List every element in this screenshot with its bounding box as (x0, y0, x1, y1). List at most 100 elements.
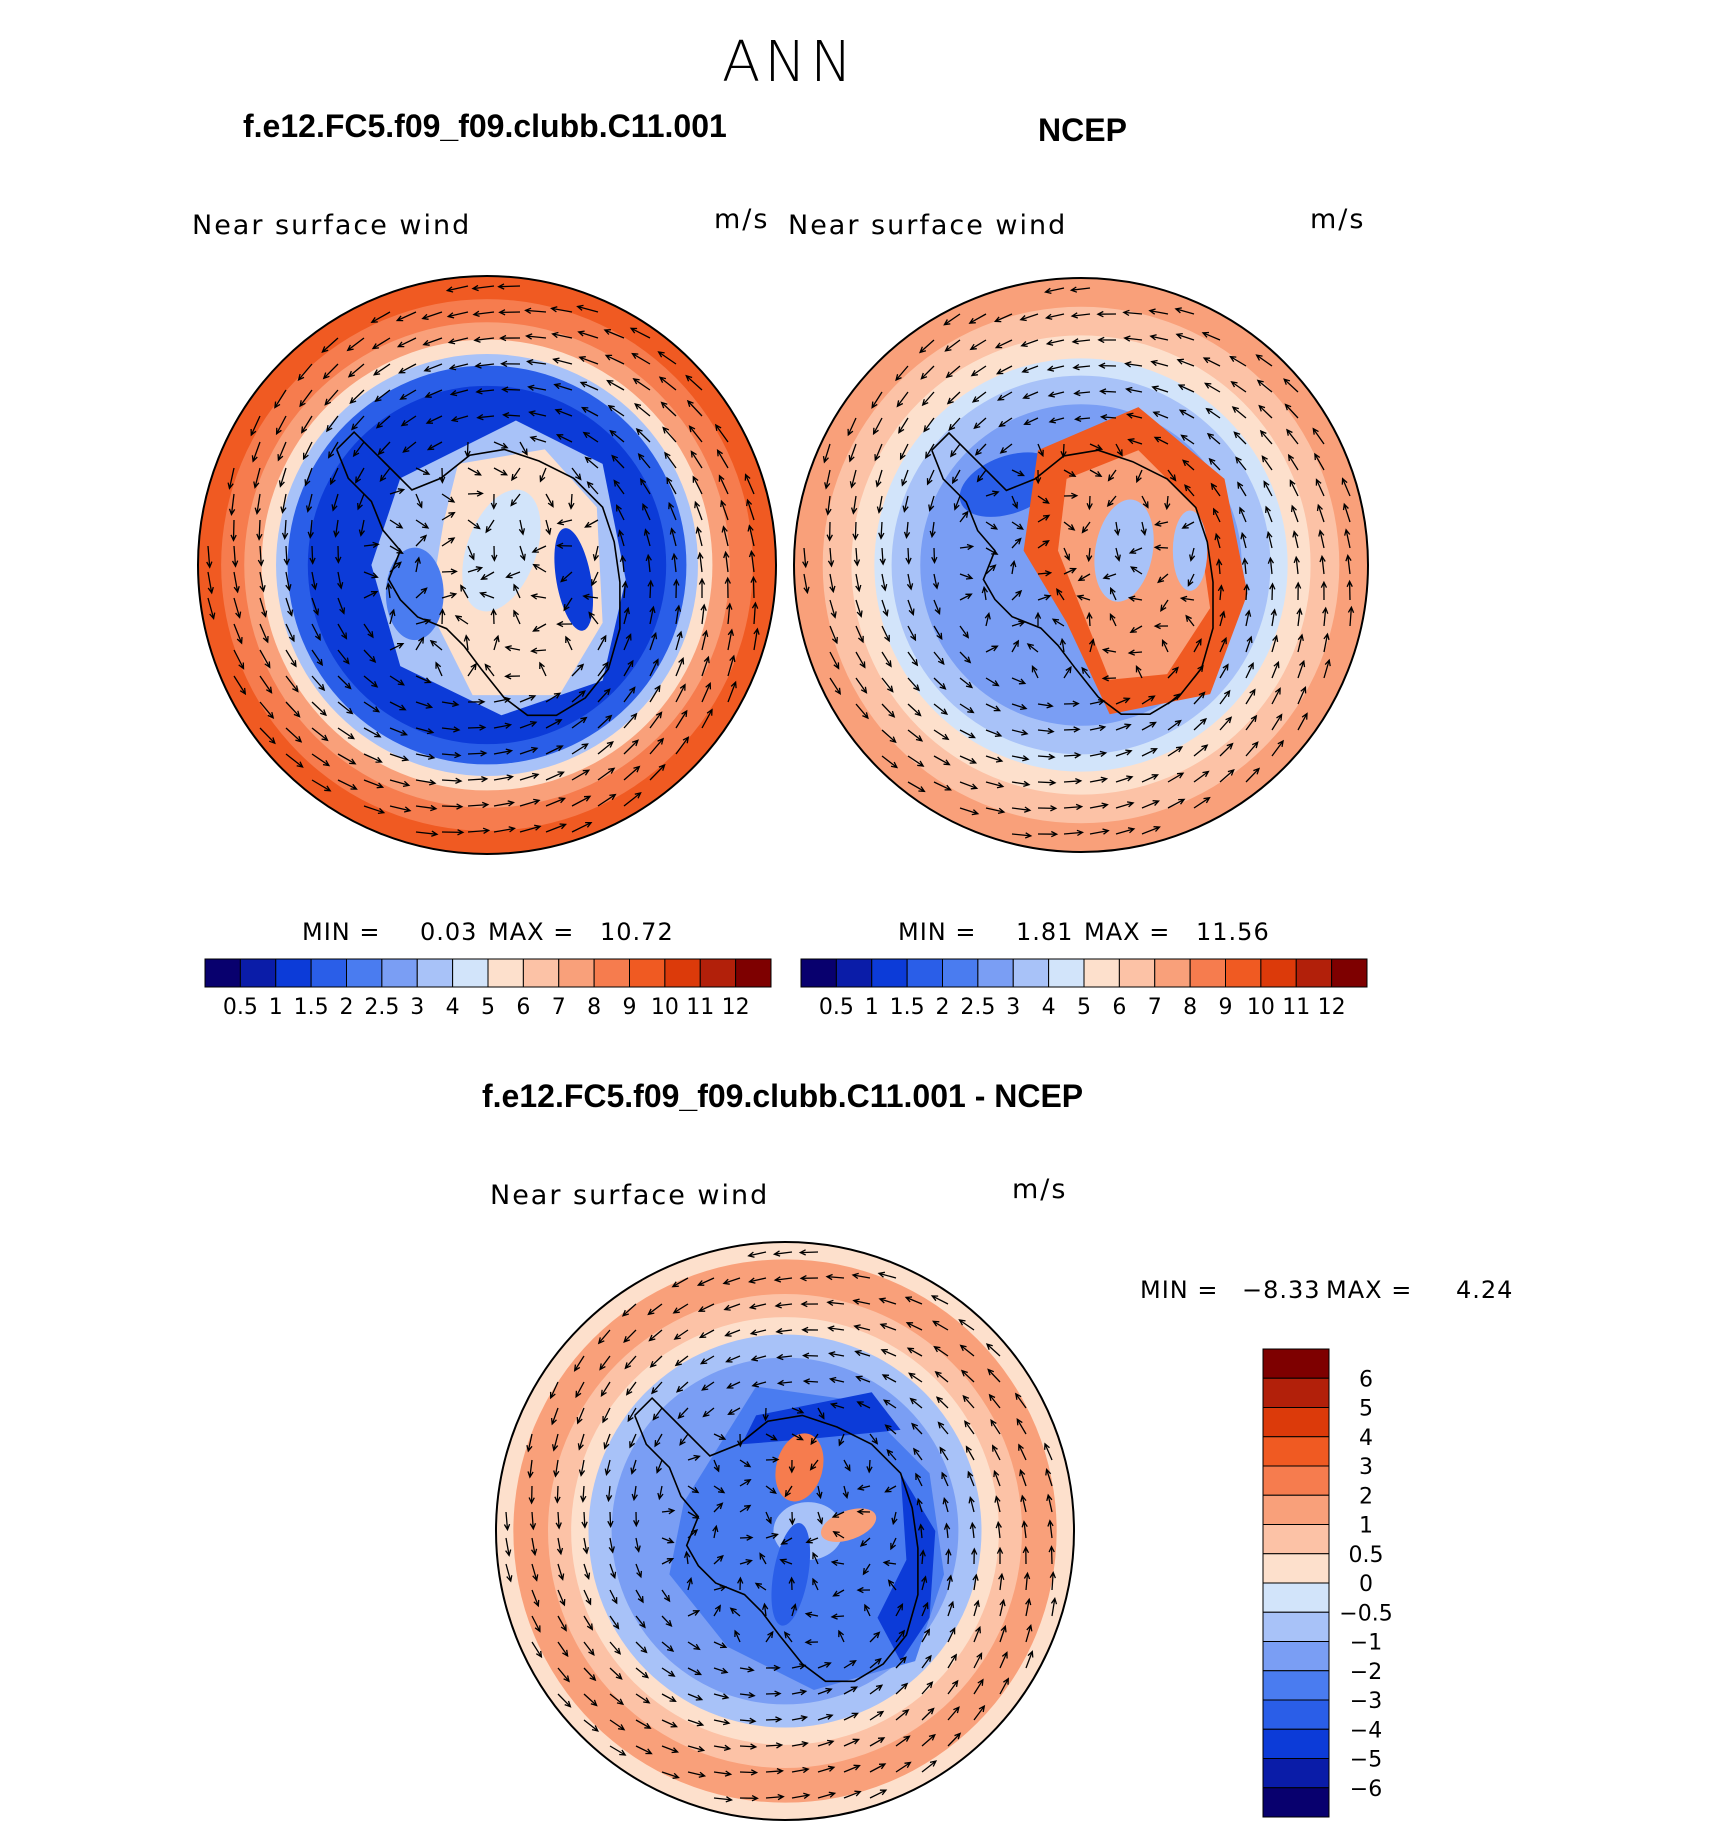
panel1-wind-vector (467, 750, 488, 757)
panel1-wind-vector (697, 551, 704, 573)
panel2-wind-vector (1241, 557, 1249, 575)
panel2-wind-vector (1193, 796, 1211, 809)
panel2-units-label: m/s (1310, 204, 1366, 235)
panel1-wind-vector (623, 606, 630, 625)
panel2-wind-vector (1245, 767, 1261, 783)
panel1-wind-vector (539, 467, 547, 483)
panel3-wind-vector (604, 1459, 611, 1476)
panel3-wind-vector (583, 1615, 594, 1631)
panel3-wind-vector (809, 1459, 819, 1471)
panel1-wind-vector (423, 363, 443, 372)
panel3-wind-vector (780, 1537, 793, 1545)
panel2-wind-vector (1070, 312, 1091, 319)
panel1-wind-vector (497, 283, 521, 290)
panel3-wind-vector (739, 1504, 752, 1513)
panel1-wind-vector (399, 389, 417, 400)
panel1-wind-vector (519, 824, 542, 833)
panel3-wind-vector (947, 1653, 957, 1669)
panel3-wind-vector (1048, 1545, 1055, 1565)
panel2-wind-vector (1297, 633, 1304, 653)
panel3-wind-vector (791, 1689, 808, 1696)
panel1-wind-vector (285, 727, 303, 743)
panel3-wind-vector (816, 1485, 823, 1500)
panel3-wind-vector (776, 1353, 793, 1361)
panel1-wind-vector (526, 358, 547, 366)
panel2-wind-vector (907, 755, 925, 767)
panel2-wind-vector (874, 443, 883, 462)
panel1-wind-vector (519, 772, 540, 781)
panel1-wind-vector (311, 571, 318, 591)
panel2-wind-vector (1060, 443, 1067, 459)
panel1-wind-vector (623, 791, 642, 807)
panel1-wind-vector (467, 662, 477, 677)
panel1-wind-vector (363, 753, 383, 763)
panel3-colorbar-box (1262, 1524, 1330, 1555)
panel3-wind-vector (921, 1654, 932, 1669)
panel1-wind-vector (518, 519, 526, 536)
panel1-wind-vector (277, 441, 287, 462)
panel3-wind-vector (895, 1709, 910, 1721)
panel3-wind-vector (629, 1433, 637, 1449)
panel1-wind-vector (321, 337, 339, 354)
panel1-wind-vector (597, 714, 613, 729)
panel1-wind-vector (532, 563, 547, 573)
panel1-wind-vector (649, 684, 661, 703)
panel3-wind-vector (583, 1667, 597, 1682)
panel1-wind-vector (721, 525, 729, 547)
panel2-wind-vector (951, 469, 961, 485)
panel3-wind-vector (557, 1615, 567, 1632)
panel3-wind-vector (775, 1327, 793, 1335)
panel3-wind-vector (573, 1355, 585, 1372)
panel2-wind-vector (1072, 363, 1091, 371)
panel1-wind-vector (441, 511, 456, 521)
panel2-wind-vector (1219, 742, 1234, 757)
panel2-wind-vector (905, 547, 912, 565)
panel2-wind-vector (985, 645, 999, 653)
panel3-wind-vector (921, 1760, 938, 1773)
panel1-wind-vector (700, 603, 707, 625)
panel3-wind-vector (958, 1319, 975, 1331)
panel1-wind-vector (726, 602, 733, 625)
panel2-wind-vector (1063, 829, 1084, 837)
panel2-wind-vector (1023, 417, 1039, 425)
panel1-wind-vector (554, 408, 573, 417)
panel2-wind-vector (1097, 336, 1117, 344)
panel1-wind-vector (524, 307, 547, 314)
panel2-wind-vector (959, 677, 974, 689)
panel3-wind-vector (996, 1546, 1004, 1564)
panel1-wind-vector (591, 571, 599, 587)
panel1-wind-vector (545, 823, 568, 833)
panel3-wind-vector (1020, 1494, 1027, 1513)
panel2-wind-vector (1089, 698, 1106, 706)
panel2-wind-vector (959, 703, 975, 714)
panel2-wind-vector (895, 365, 909, 382)
panel3-wind-vector (959, 1344, 975, 1357)
panel1-wind-vector (467, 566, 484, 573)
panel1-wind-vector (355, 467, 365, 484)
panel2-colorbar-tick-label: 11 (1282, 995, 1310, 1020)
panel3-wind-vector (904, 1296, 923, 1305)
panel3-wind-vector (748, 1303, 767, 1310)
panel2-wind-vector (829, 599, 837, 619)
panel1-wind-vector (331, 493, 339, 512)
panel2-wind-vector (1063, 665, 1072, 679)
panel3-wind-vector (1044, 1442, 1053, 1461)
panel3-wind-vector (790, 1603, 797, 1617)
panel1-wind-vector (545, 493, 554, 508)
panel3-wind-vector (895, 1682, 909, 1695)
panel3-wind-vector (995, 1520, 1002, 1539)
panel2-wind-vector (1245, 688, 1256, 705)
panel3-wind-vector (765, 1690, 782, 1697)
panel2-wind-vector (1167, 469, 1177, 482)
panel3-wind-vector (947, 1706, 960, 1721)
panel2-wind-vector (985, 703, 1002, 712)
panel3-wind-vector (624, 1355, 637, 1370)
panel3-contour-fill (877, 1473, 936, 1662)
panel3-wind-vector (635, 1667, 650, 1679)
panel2-wind-vector (1245, 635, 1253, 653)
panel3-wind-vector (882, 1399, 897, 1409)
panel1-wind-vector (643, 528, 651, 547)
panel3-wind-vector (557, 1693, 572, 1708)
panel1-wind-vector (322, 363, 339, 380)
panel3-wind-vector (998, 1572, 1005, 1591)
